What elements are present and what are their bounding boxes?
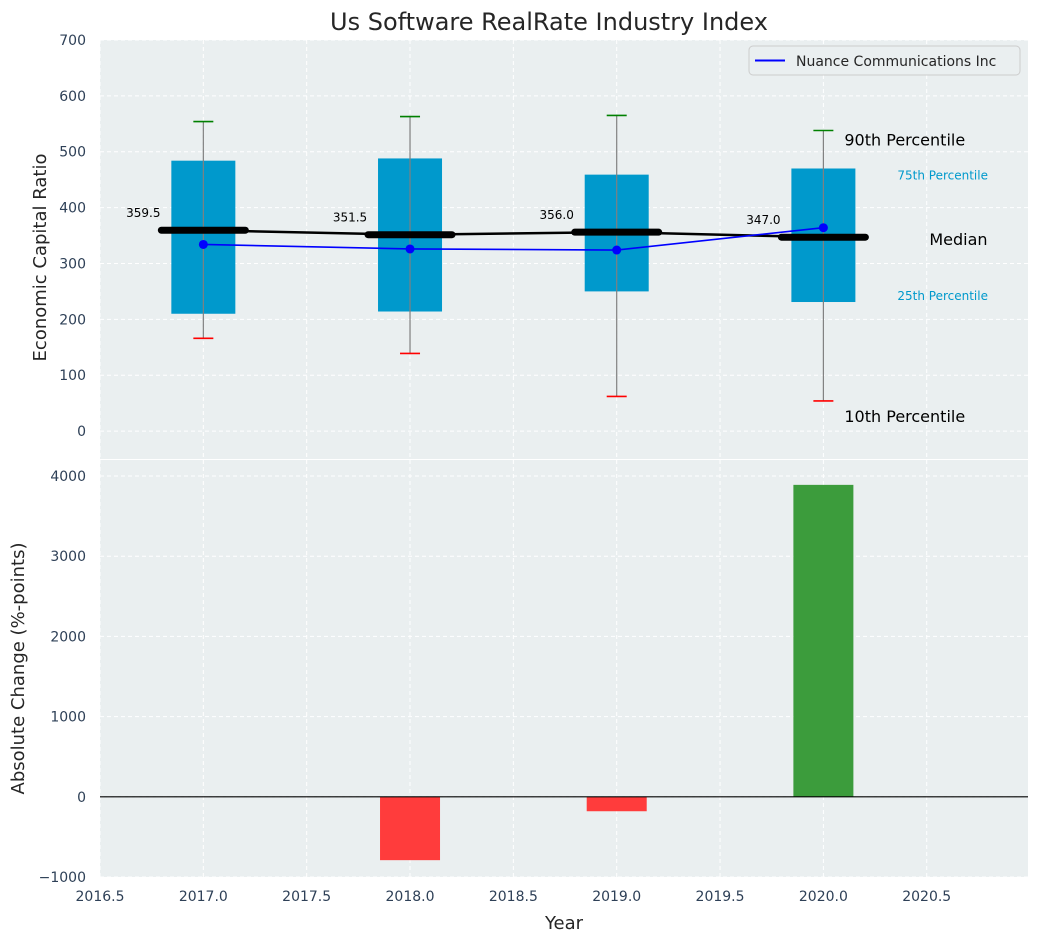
- change-bar-panel: −1000 0 1000 2000 3000 4000 2016.5 2017.0 2017.5…: [8, 460, 1028, 934]
- bottom-y-tick-label: −1000: [39, 870, 86, 886]
- x-tick-label: 2017.5: [282, 889, 331, 905]
- bottom-y-axis-label: Absolute Change (%-points): [8, 543, 29, 795]
- x-tick-label: 2018.0: [386, 889, 435, 905]
- x-tick-label: 2020.5: [902, 889, 951, 905]
- company-series-point: [405, 244, 415, 254]
- x-tick-label: 2018.5: [489, 889, 538, 905]
- bottom-y-tick-label: 0: [77, 790, 86, 806]
- legend: Nuance Communications Inc: [748, 45, 1021, 76]
- box-plot-panel: 0 100 200 300 400 500 600 700 Economic Capital R…: [30, 33, 1028, 459]
- top-y-tick-label: 200: [59, 312, 86, 328]
- p10-annotation: 10th Percentile: [844, 407, 965, 426]
- top-y-tick-label: 600: [59, 89, 86, 105]
- median-annotation: Median: [929, 230, 987, 249]
- p75-annotation: 75th Percentile: [897, 168, 988, 182]
- x-tick-label: 2017.0: [179, 889, 228, 905]
- x-tick-label: 2019.5: [696, 889, 745, 905]
- p25-annotation: 25th Percentile: [897, 289, 988, 303]
- top-y-tick-label: 300: [59, 256, 86, 272]
- x-axis-label: Year: [544, 913, 584, 934]
- median-trend-line: [203, 228, 824, 239]
- top-y-tick-label: 700: [59, 33, 86, 49]
- top-y-tick-label: 100: [59, 368, 86, 384]
- top-y-tick-label: 500: [59, 145, 86, 161]
- median-value-label: 347.0: [746, 213, 780, 227]
- x-tick-label: 2016.5: [76, 889, 125, 905]
- top-y-tick-label: 400: [59, 201, 86, 217]
- legend-label-company: Nuance Communications Inc: [796, 54, 996, 70]
- bottom-y-tick-label: 2000: [50, 629, 86, 645]
- change-bar: [586, 796, 647, 812]
- company-series-point: [198, 239, 208, 249]
- x-tick-label: 2019.0: [592, 889, 641, 905]
- median-value-label: 351.5: [333, 211, 367, 225]
- bottom-y-tick-label: 4000: [50, 469, 86, 485]
- company-series-point: [612, 245, 622, 255]
- bottom-plot-background: [100, 460, 1028, 877]
- change-bar: [380, 796, 441, 861]
- top-y-axis-label: Economic Capital Ratio: [30, 154, 51, 362]
- bottom-y-tick-label: 3000: [50, 549, 86, 565]
- company-series-line: [203, 226, 824, 251]
- bottom-y-tick-label: 1000: [50, 710, 86, 726]
- top-y-tick-label: 0: [77, 424, 86, 440]
- median-value-label: 359.5: [126, 206, 160, 220]
- chart-title: Us Software RealRate Industry Index: [330, 8, 768, 36]
- company-series-point: [818, 223, 828, 233]
- p90-annotation: 90th Percentile: [844, 131, 965, 150]
- change-bar: [793, 484, 854, 797]
- legend-frame: [748, 45, 1021, 76]
- median-value-label: 356.0: [540, 208, 574, 222]
- x-tick-label: 2020.0: [799, 889, 848, 905]
